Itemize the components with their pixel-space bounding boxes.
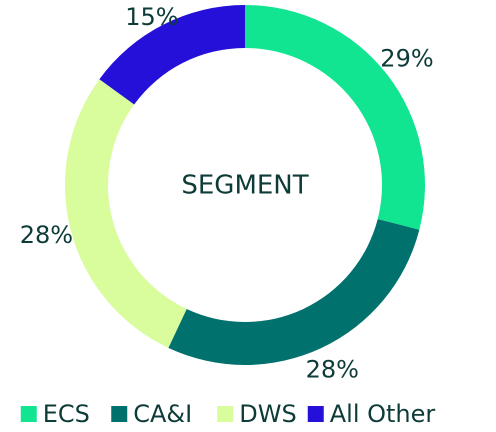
legend-swatch <box>20 406 37 422</box>
donut-segment <box>245 5 426 230</box>
legend-swatch <box>217 406 234 422</box>
value-label: 28% <box>306 355 359 383</box>
value-label: 15% <box>125 3 178 31</box>
legend-label: DWS <box>239 400 296 428</box>
value-label: 28% <box>20 221 73 249</box>
donut-segment <box>64 79 187 348</box>
legend-swatch <box>307 406 324 422</box>
legend-swatch <box>111 406 128 422</box>
donut-segment <box>99 5 245 105</box>
center-label: SEGMENT <box>181 171 308 201</box>
value-label: 29% <box>380 44 433 72</box>
legend-label: ECS <box>43 400 90 428</box>
legend-label: All Other <box>330 400 436 428</box>
donut-segment <box>168 219 420 365</box>
legend-label: CA&I <box>133 400 192 428</box>
